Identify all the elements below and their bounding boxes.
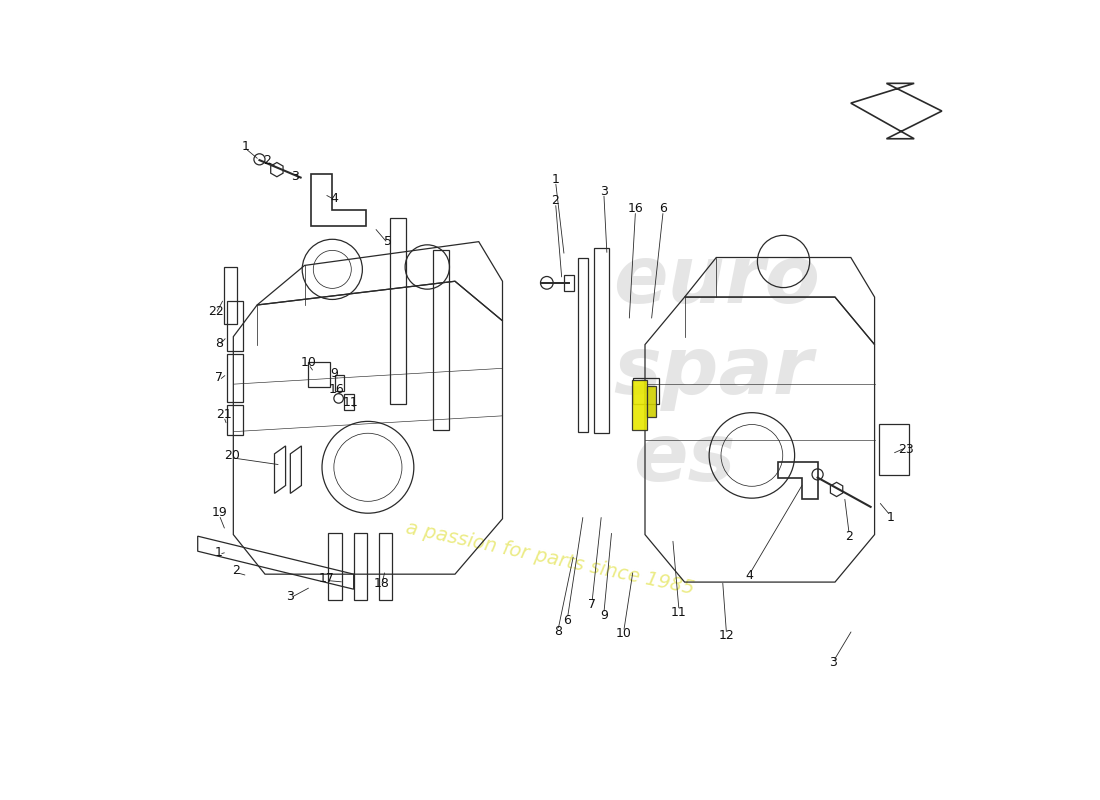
Text: 3: 3 bbox=[600, 186, 608, 198]
Text: 8: 8 bbox=[554, 626, 562, 638]
Text: 6: 6 bbox=[563, 614, 571, 626]
Text: 4: 4 bbox=[746, 570, 754, 582]
Text: 3: 3 bbox=[286, 590, 295, 603]
Text: 2: 2 bbox=[845, 530, 854, 542]
Bar bbox=[227, 354, 243, 402]
Text: 17: 17 bbox=[319, 572, 334, 585]
Text: euro: euro bbox=[614, 242, 821, 320]
Text: 21: 21 bbox=[216, 408, 232, 421]
Text: 3: 3 bbox=[292, 170, 299, 183]
Text: 10: 10 bbox=[300, 355, 317, 369]
Text: 16: 16 bbox=[628, 202, 643, 215]
Text: 2: 2 bbox=[551, 194, 560, 207]
Text: 1: 1 bbox=[216, 546, 223, 558]
Polygon shape bbox=[647, 386, 656, 418]
Text: 8: 8 bbox=[216, 337, 223, 350]
Text: 7: 7 bbox=[588, 598, 596, 610]
Polygon shape bbox=[631, 380, 648, 430]
Text: 9: 9 bbox=[600, 609, 608, 622]
Bar bbox=[879, 424, 909, 475]
Text: 23: 23 bbox=[899, 442, 914, 455]
Text: 20: 20 bbox=[223, 449, 240, 462]
Text: 4: 4 bbox=[331, 192, 339, 205]
Text: 19: 19 bbox=[211, 506, 227, 519]
Text: es: es bbox=[634, 420, 736, 498]
Bar bbox=[227, 301, 243, 351]
Text: 2: 2 bbox=[263, 154, 271, 166]
Text: 2: 2 bbox=[232, 564, 241, 577]
Text: 3: 3 bbox=[829, 656, 837, 670]
Text: 10: 10 bbox=[616, 627, 631, 640]
Text: 16: 16 bbox=[329, 383, 344, 396]
Text: 5: 5 bbox=[384, 235, 392, 248]
Text: 18: 18 bbox=[373, 577, 389, 590]
Text: 7: 7 bbox=[216, 371, 223, 384]
Text: 22: 22 bbox=[208, 305, 223, 318]
Text: 11: 11 bbox=[342, 396, 359, 409]
Text: 1: 1 bbox=[241, 140, 249, 153]
Text: 1: 1 bbox=[551, 174, 560, 186]
Text: spar: spar bbox=[614, 334, 813, 411]
Text: 9: 9 bbox=[331, 367, 339, 380]
Text: 11: 11 bbox=[671, 606, 686, 618]
Text: 6: 6 bbox=[659, 202, 667, 215]
Text: 12: 12 bbox=[718, 630, 735, 642]
Bar bbox=[227, 405, 243, 435]
Text: a passion for parts since 1985: a passion for parts since 1985 bbox=[404, 518, 696, 598]
Bar bbox=[223, 267, 238, 324]
Text: 1: 1 bbox=[887, 510, 894, 524]
